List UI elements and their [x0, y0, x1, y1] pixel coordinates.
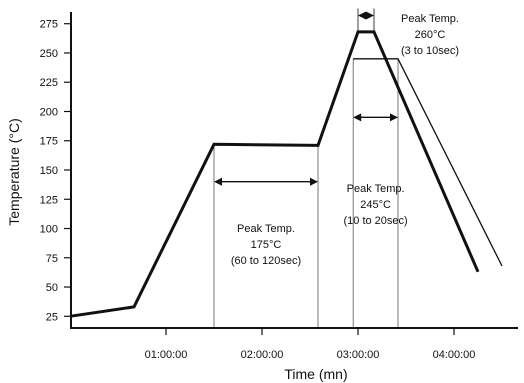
annotation-text-reflow: Peak Temp. — [347, 183, 405, 195]
arrow-head — [353, 113, 362, 122]
y-tick-label: 175 — [40, 136, 58, 148]
x-tick-label: 04:00:00 — [433, 349, 476, 361]
y-tick-label: 200 — [40, 106, 58, 118]
axes — [70, 12, 518, 329]
x-tick-label: 03:00:00 — [337, 349, 380, 361]
x-ticks: 01:00:00 02:00:00 03:00:00 04:00:00 — [145, 328, 476, 361]
annotation-text-soak: Peak Temp. — [237, 223, 295, 235]
arrow-head — [366, 11, 374, 20]
annotation-text-soak: (60 to 120sec) — [231, 255, 301, 267]
annotation-text-reflow: (10 to 20sec) — [343, 215, 407, 227]
x-axis-title: Time (mn) — [284, 366, 347, 382]
annotation-text-peak: 260°C — [415, 29, 446, 41]
x-tick-label: 01:00:00 — [145, 349, 188, 361]
annotation-text-soak: 175°C — [251, 239, 282, 251]
y-tick-label: 250 — [40, 48, 58, 60]
annotation-text-reflow: 245°C — [360, 199, 391, 211]
y-tick-label: 225 — [40, 77, 58, 89]
series-line-secondary-profile — [353, 58, 503, 267]
annotation-texts: Peak Temp. 175°C (60 to 120sec) Peak Temp. 2… — [231, 13, 459, 267]
y-ticks: 25 50 75 100 125 150 175 200 225 250 275 — [40, 19, 71, 323]
arrow-head — [310, 177, 318, 186]
y-tick-label: 125 — [40, 194, 58, 206]
y-tick-label: 25 — [46, 311, 58, 323]
y-tick-label: 75 — [46, 253, 58, 265]
annotation-text-peak: Peak Temp. — [401, 13, 459, 25]
arrow-head — [390, 113, 398, 122]
annotation-guide-lines — [213, 8, 399, 328]
y-tick-label: 275 — [40, 19, 58, 31]
arrow-head — [358, 11, 366, 20]
x-tick-label: 02:00:00 — [241, 349, 284, 361]
annotation-arrows — [214, 11, 398, 186]
y-tick-label: 100 — [40, 224, 58, 236]
series-line-main-profile — [69, 30, 480, 318]
y-axis-title: Temperature (°C) — [6, 118, 22, 226]
arrow-head — [214, 177, 222, 186]
y-tick-label: 150 — [40, 165, 58, 177]
y-tick-label: 50 — [46, 282, 58, 294]
annotation-text-peak: (3 to 10sec) — [401, 45, 459, 57]
series-layer — [69, 30, 503, 318]
